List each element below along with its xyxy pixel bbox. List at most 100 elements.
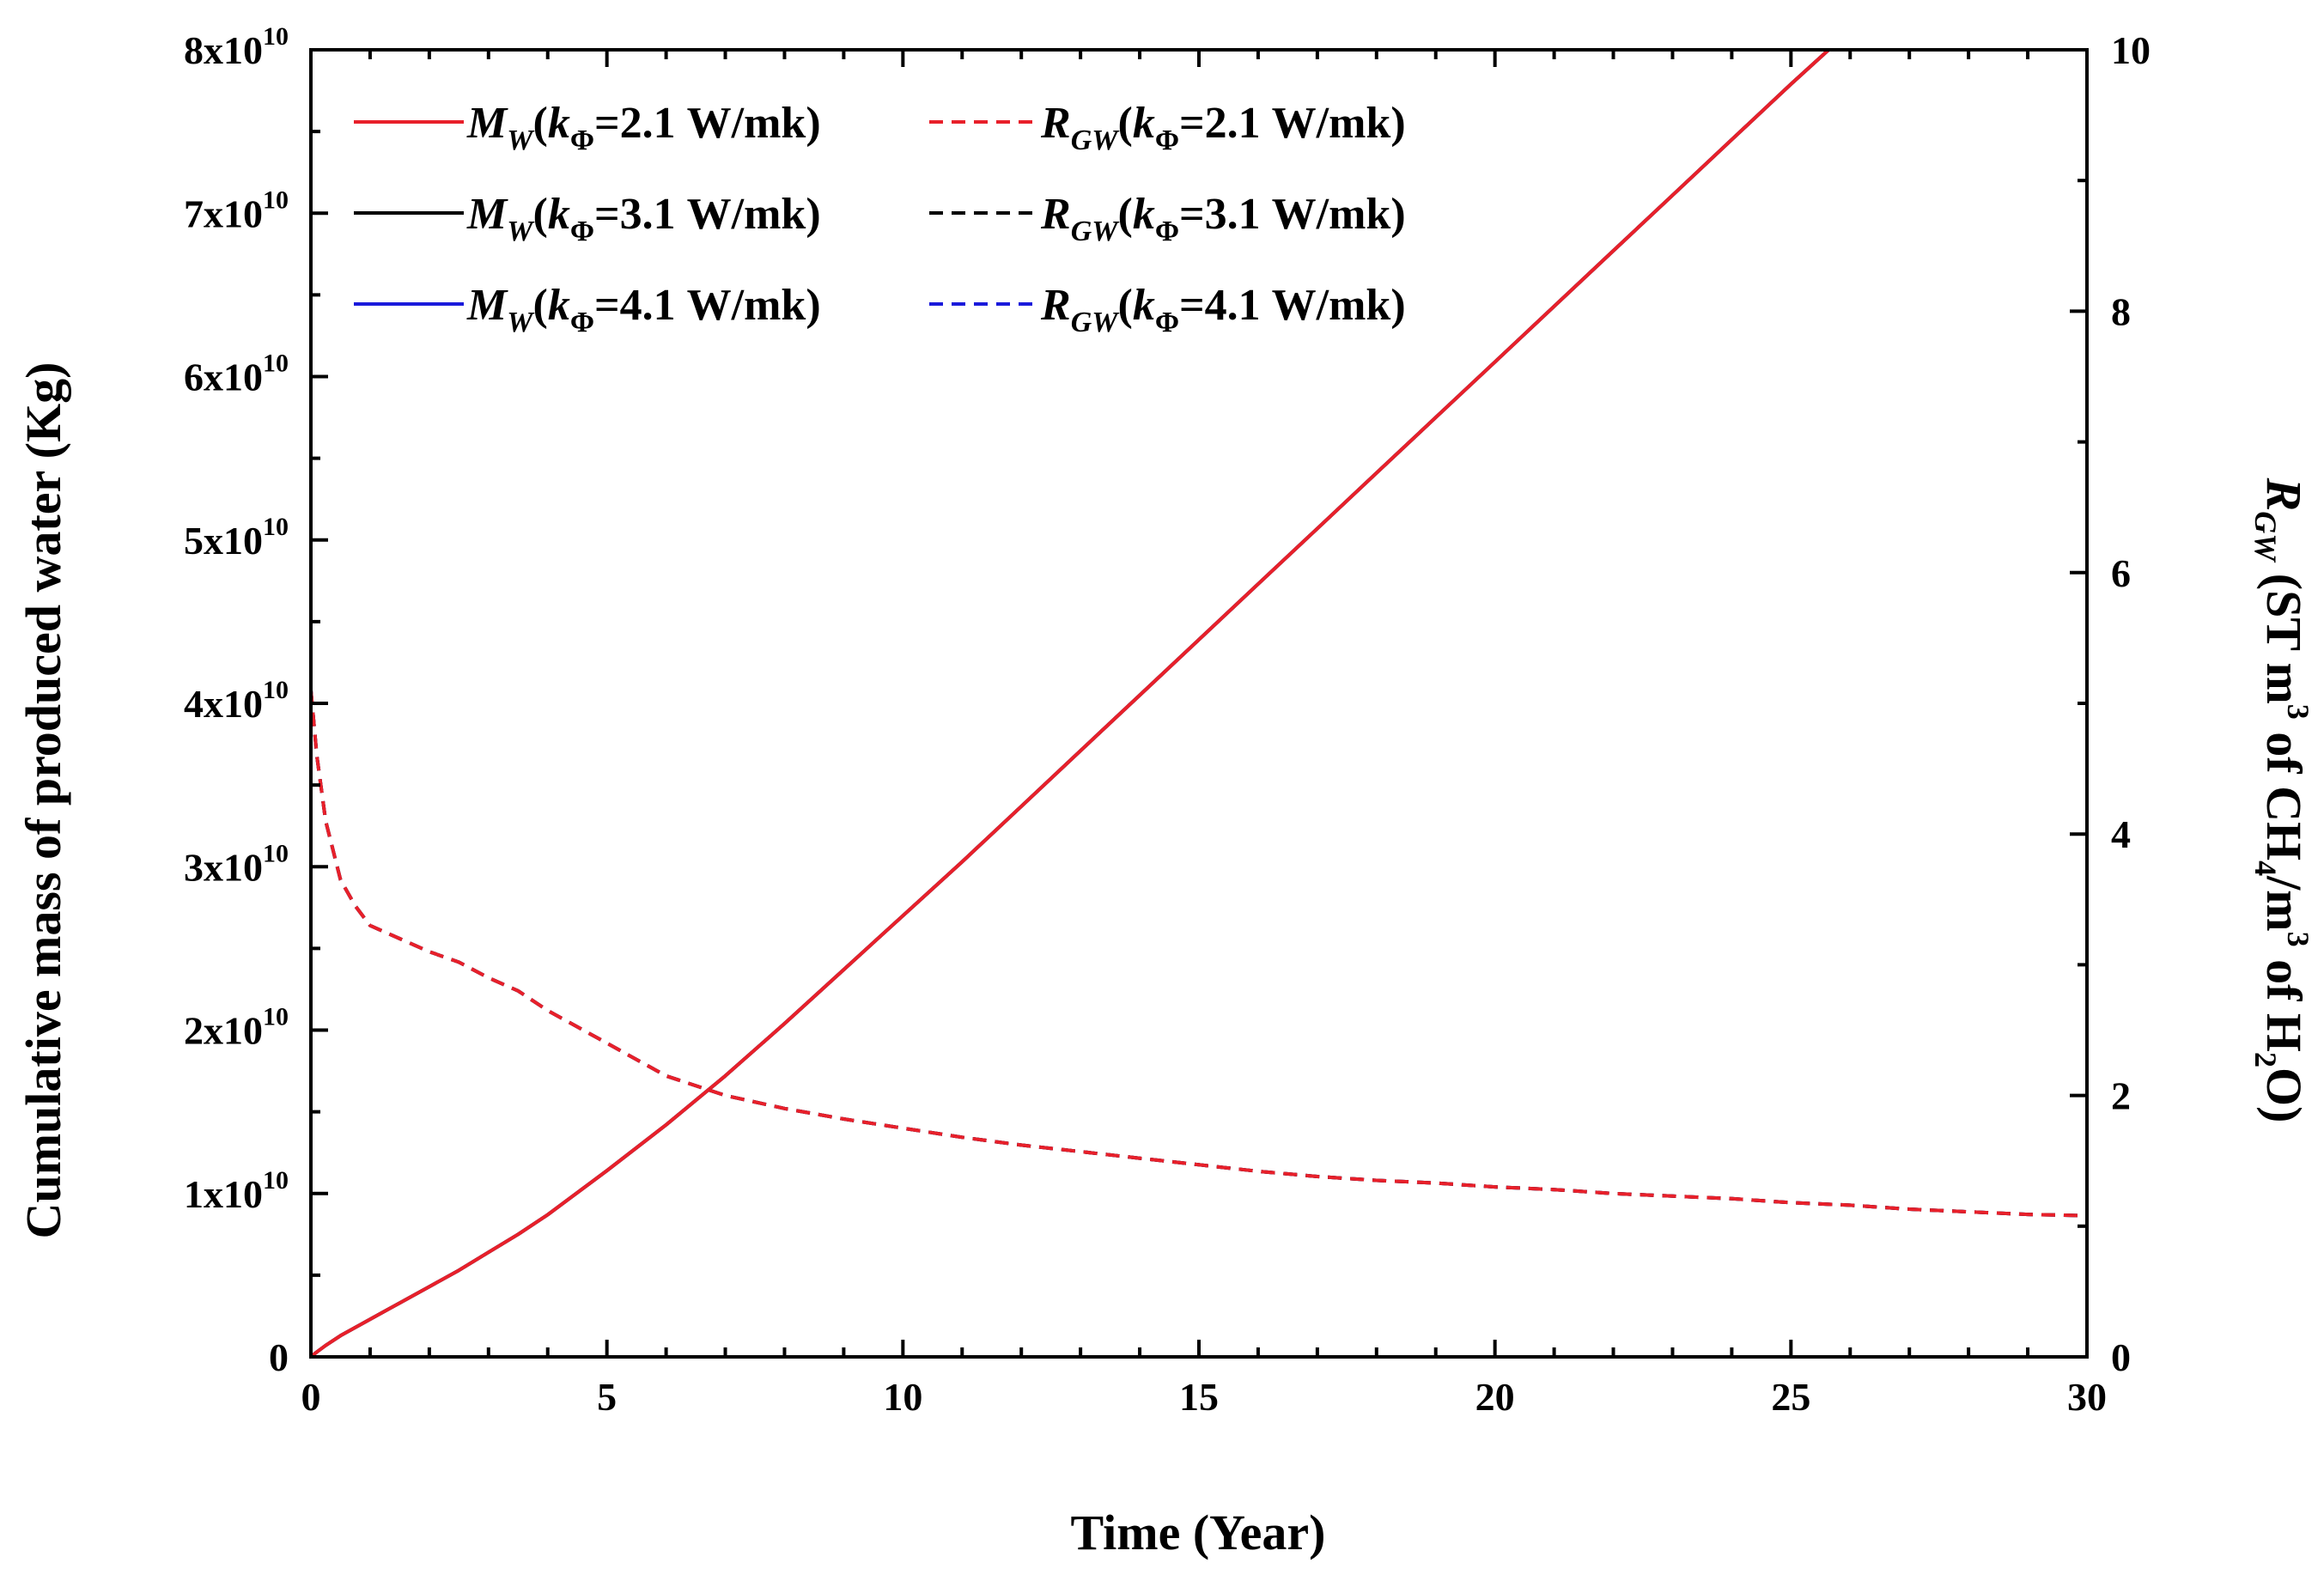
y-left-tick-exp: 10 <box>263 513 289 541</box>
legend-label-part: k <box>1133 99 1155 148</box>
y-right-title-text1: (ST m <box>2256 561 2312 704</box>
legend-label-part: =4.1 W/mk) <box>594 281 821 330</box>
y-left-tick-base: 2x10 <box>184 1009 263 1053</box>
legend-label-part: M <box>466 190 508 239</box>
legend-label-part: =2.1 W/mk) <box>1179 99 1406 148</box>
legend-label-part: =4.1 W/mk) <box>1179 281 1406 330</box>
series-line-m-w-k-2-1-w-mk <box>311 50 1832 1357</box>
legend-label-part: W <box>507 125 535 156</box>
legend-label-right: RGW(kΦ=4.1 W/mk) <box>1040 281 1406 338</box>
legend-label-part: ( <box>532 190 547 239</box>
series-line-r-gw-k-3-1-w-mk <box>311 690 2087 1218</box>
x-tick-label: 0 <box>301 1375 321 1419</box>
legend-label-part: M <box>466 99 508 148</box>
y-right-title-sup3: 3 <box>2281 932 2315 947</box>
y-right-tick-label: 4 <box>2111 812 2131 856</box>
y-left-tick-label: 2x1010 <box>184 1003 289 1053</box>
legend-label-part: M <box>466 281 508 330</box>
series-line-r-gw-k-2-1-w-mk <box>311 690 2087 1218</box>
y-left-tick-label: 8x1010 <box>184 22 289 72</box>
y-left-tick-label: 1x1010 <box>184 1166 289 1216</box>
series-layer <box>311 50 2087 1357</box>
legend-label-part: GW <box>1071 216 1121 247</box>
y-right-title-text4: of H <box>2256 947 2312 1052</box>
legend-label-part: k <box>548 281 570 330</box>
y-left-tick-base: 3x10 <box>184 845 263 889</box>
legend-label-part: R <box>1040 190 1071 239</box>
y-left-tick-exp: 10 <box>263 839 289 867</box>
legend-label-part: Φ <box>1155 216 1179 247</box>
x-tick-label: 15 <box>1179 1375 1219 1419</box>
legend-label-part: =2.1 W/mk) <box>594 99 821 148</box>
y-right-title-sub2: 4 <box>2248 860 2283 876</box>
y-left-tick-label: 4x1010 <box>184 676 289 726</box>
y-left-tick-label: 3x1010 <box>184 839 289 889</box>
x-tick-label: 10 <box>883 1375 922 1419</box>
legend-label-left: MW(kΦ=3.1 W/mk) <box>466 190 821 247</box>
legend-label-part: k <box>1133 190 1155 239</box>
y-left-tick-base: 7x10 <box>184 192 263 235</box>
y-left-tick-base: 1x10 <box>184 1172 263 1216</box>
y-right-tick-label: 2 <box>2111 1074 2131 1118</box>
legend-label-part: R <box>1040 281 1071 330</box>
y-left-tick-exp: 10 <box>263 22 289 51</box>
series-line-r-gw-k-4-1-w-mk <box>311 690 2087 1218</box>
y-right-title-sup1: 3 <box>2281 704 2315 720</box>
y-right-title-text3: /m <box>2256 875 2312 931</box>
y-left-tick-base: 4x10 <box>184 682 263 726</box>
y-left-tick-exp: 10 <box>263 1166 289 1195</box>
axes-layer: 0 5 10 15 20 25 3001x10102x10103x10104x10105x1… <box>184 22 2151 1419</box>
legend-label-part: Φ <box>1155 307 1179 338</box>
legend-label-part: =3.1 W/mk) <box>594 190 821 239</box>
legend-label-part: GW <box>1071 307 1121 338</box>
legend-label-part: ( <box>1117 99 1132 148</box>
legend-label-part: ( <box>1117 190 1132 239</box>
legend-label-part: W <box>507 307 535 338</box>
legend-label-part: k <box>548 190 570 239</box>
y-right-tick-label: 6 <box>2111 551 2131 595</box>
y-left-tick-label: 0 <box>269 1335 289 1379</box>
y-right-title-text5: O) <box>2256 1067 2312 1122</box>
legend-label-part: k <box>548 99 570 148</box>
y-left-tick-exp: 10 <box>263 1003 289 1031</box>
x-tick-label: 25 <box>1771 1375 1810 1419</box>
y-right-tick-label: 0 <box>2111 1335 2131 1379</box>
legend-label-left: MW(kΦ=4.1 W/mk) <box>466 281 821 338</box>
legend-label-part: ( <box>532 99 547 148</box>
y-left-tick-exp: 10 <box>263 676 289 704</box>
legend-label-part: Φ <box>1155 125 1179 156</box>
legend-label-part: ( <box>532 281 547 330</box>
legend-label-part: R <box>1040 99 1071 148</box>
legend-label-part: Φ <box>570 125 594 156</box>
x-axis-title: Time (Year) <box>1071 1505 1326 1560</box>
y-left-tick-exp: 10 <box>263 185 289 214</box>
legend-label-part: GW <box>1071 125 1121 156</box>
y-left-tick-base: 6x10 <box>184 356 263 399</box>
x-tick-label: 30 <box>2067 1375 2107 1419</box>
y-axis-right-title: RGW (ST m3 of CH4/m3 of H2O) <box>2248 477 2315 1123</box>
legend-label-part: Φ <box>570 216 594 247</box>
y-left-tick-base: 5x10 <box>184 519 263 562</box>
legend-label-part: Φ <box>570 307 594 338</box>
y-right-tick-label: 10 <box>2111 28 2151 72</box>
y-left-tick-base: 8x10 <box>184 28 263 72</box>
y-right-title-text2: of CH <box>2256 720 2312 860</box>
y-left-tick-label: 5x1010 <box>184 513 289 562</box>
y-axis-left-title: Cumulative mass of produced water (Kg) <box>15 362 71 1239</box>
y-right-tick-label: 8 <box>2111 289 2131 333</box>
legend-label-part: W <box>507 216 535 247</box>
y-left-tick-label: 7x1010 <box>184 185 289 235</box>
legend-label-part: ( <box>1117 281 1132 330</box>
legend: MW(kΦ=2.1 W/mk) RGW(kΦ=2.1 W/mk)MW(kΦ=3.1… <box>354 99 1406 338</box>
y-right-title-main: R <box>2256 477 2312 512</box>
y-right-title-sub4: 2 <box>2248 1052 2283 1067</box>
legend-label-part: =3.1 W/mk) <box>1179 190 1406 239</box>
legend-label-part: k <box>1133 281 1155 330</box>
legend-label-right: RGW(kΦ=2.1 W/mk) <box>1040 99 1406 156</box>
legend-label-left: MW(kΦ=2.1 W/mk) <box>466 99 821 156</box>
y-left-tick-exp: 10 <box>263 350 289 378</box>
x-tick-label: 5 <box>597 1375 617 1419</box>
legend-label-right: RGW(kΦ=3.1 W/mk) <box>1040 190 1406 247</box>
x-tick-label: 20 <box>1475 1375 1515 1419</box>
